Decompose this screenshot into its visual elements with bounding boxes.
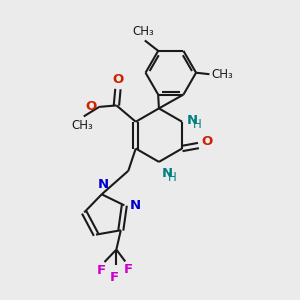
Text: N: N [187, 114, 198, 127]
Text: O: O [201, 136, 213, 148]
Text: F: F [96, 264, 106, 278]
Text: H: H [168, 171, 177, 184]
Text: CH₃: CH₃ [72, 119, 93, 132]
Text: O: O [112, 73, 124, 85]
Text: CH₃: CH₃ [133, 25, 154, 38]
Text: N: N [98, 178, 109, 191]
Text: N: N [162, 167, 173, 180]
Text: CH₃: CH₃ [212, 68, 234, 81]
Text: O: O [85, 100, 97, 113]
Text: F: F [110, 271, 119, 284]
Text: H: H [193, 118, 202, 130]
Text: F: F [124, 263, 133, 276]
Text: N: N [130, 199, 141, 212]
